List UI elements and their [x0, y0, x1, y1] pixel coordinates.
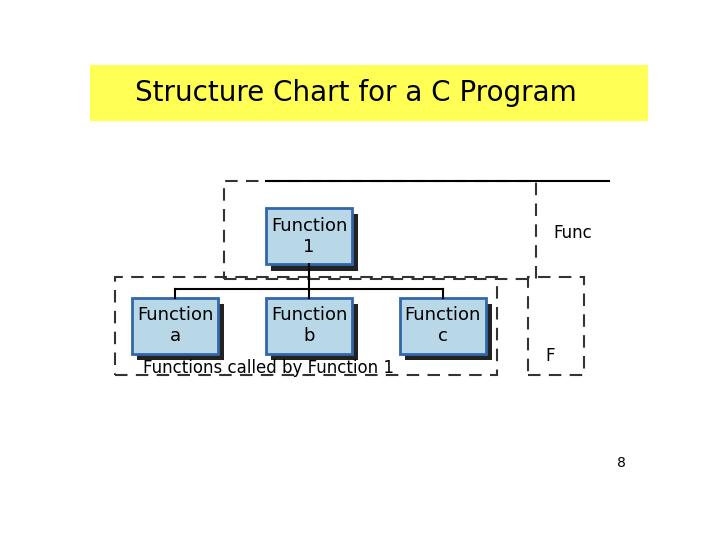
Text: Functions called by Function 1: Functions called by Function 1 [143, 359, 394, 377]
Bar [528, 277, 584, 375]
Text: Function
c: Function c [405, 306, 481, 345]
Bar [405, 304, 492, 360]
Bar [266, 298, 352, 354]
Bar [138, 304, 224, 360]
Bar [266, 208, 352, 265]
Bar [271, 214, 358, 271]
Text: Function
1: Function 1 [271, 217, 347, 256]
Bar [224, 181, 536, 279]
Text: 8: 8 [617, 456, 626, 470]
Bar [132, 298, 218, 354]
Text: Function
a: Function a [137, 306, 213, 345]
Text: F: F [546, 347, 555, 365]
Bar [115, 277, 498, 375]
Text: Func: Func [553, 224, 592, 242]
Bar [400, 298, 486, 354]
Bar [90, 65, 648, 121]
Text: Structure Chart for a C Program: Structure Chart for a C Program [135, 79, 577, 107]
Text: Function
b: Function b [271, 306, 347, 345]
Bar [271, 304, 358, 360]
